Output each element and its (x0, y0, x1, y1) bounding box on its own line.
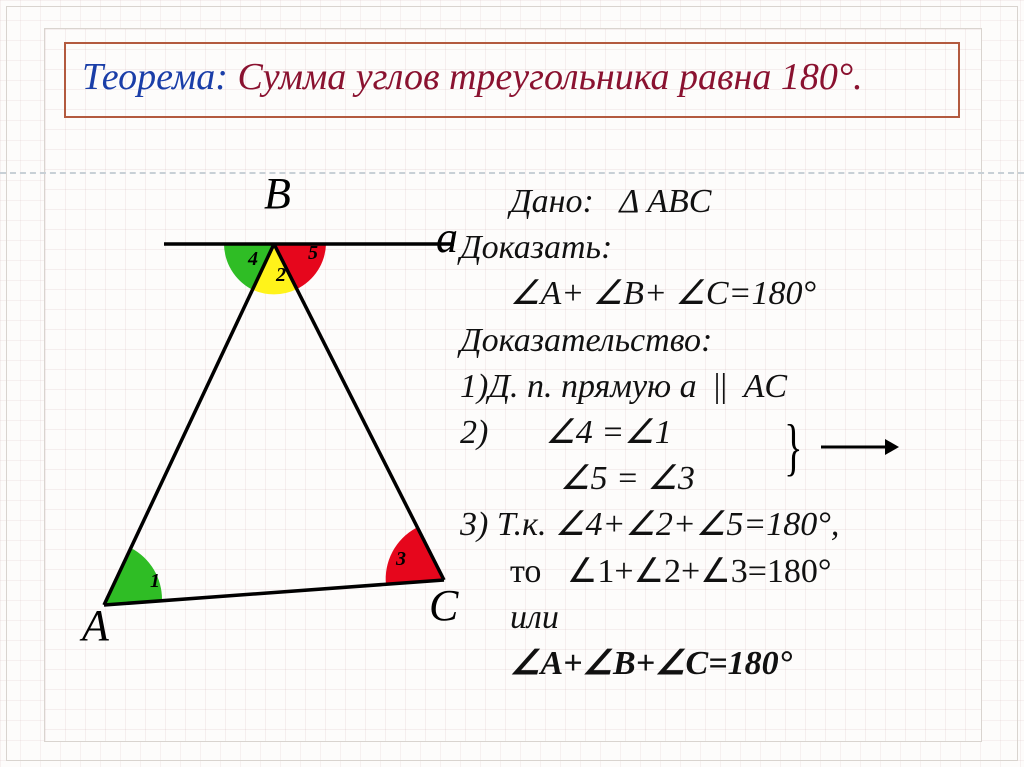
theorem-body: Сумма углов треугольника равна 180°. (237, 56, 862, 98)
triangle-diagram: B a A C 1 2 3 4 5 (64, 170, 494, 630)
step3-expr2: ∠1+∠2+∠3=180° (567, 553, 832, 590)
angle-label-3: 3 (396, 548, 406, 571)
angle-label-4: 4 (248, 248, 258, 271)
proof-step-1: 1)Д. п. прямую a || AC (460, 365, 1000, 409)
side-BC (274, 244, 444, 580)
given-value: Δ ABC (619, 183, 711, 220)
theorem-label: Теорема: (82, 56, 228, 98)
given-line: Дано: Δ ABC (460, 180, 1000, 224)
angle-label-5: 5 (308, 242, 318, 265)
brace-arrow-group: } (778, 428, 899, 466)
diagram-svg (64, 170, 494, 640)
side-AB (104, 244, 274, 605)
proof-step-2b: ∠5 = ∠3 (460, 457, 1000, 501)
prove-label-line: Доказать: (460, 226, 1000, 270)
proof-step-3b: то ∠1+∠2+∠3=180° (460, 550, 1000, 594)
angle-label-1: 1 (150, 570, 160, 593)
step2-label: 2) (460, 414, 488, 451)
line-a-label: a (436, 212, 458, 263)
proof-or: или (460, 596, 1000, 640)
angle-label-2: 2 (276, 264, 286, 287)
proof-label-line: Доказательство: (460, 319, 1000, 363)
proof-step-2: 2) ∠4 =∠1 (460, 411, 1000, 455)
step2-line1: ∠4 =∠1 (545, 414, 671, 451)
vertex-label-C: C (429, 580, 458, 631)
proof-step-3: 3) Т.к. ∠4+∠2+∠5=180°, (460, 503, 1000, 547)
theorem-box: Теорема: Сумма углов треугольника равна … (64, 42, 960, 118)
arrow-icon (819, 435, 899, 459)
step3-expr1: ∠4+∠2+∠5=180°, (555, 506, 839, 543)
parallel-symbol: || (714, 368, 728, 405)
step3-to: то (510, 553, 541, 590)
prove-label: Доказать: (460, 229, 612, 266)
theorem-text: Теорема: Сумма углов треугольника равна … (82, 54, 942, 102)
curly-brace-icon: } (784, 428, 802, 466)
vertex-label-A: A (82, 600, 109, 651)
step1-prefix: 1)Д. п. прямую a (460, 368, 697, 405)
angle-3-fill (386, 528, 444, 585)
proof-column: Дано: Δ ABC Доказать: ∠A+ ∠B+ ∠C=180° До… (460, 178, 1000, 688)
given-label: Дано: (510, 183, 594, 220)
vertex-label-B: B (264, 168, 291, 219)
step1-suffix: AC (744, 368, 787, 405)
step3-prefix: 3) Т.к. (460, 506, 555, 543)
proof-final: ∠A+∠B+∠C=180° (460, 642, 1000, 686)
prove-statement: ∠A+ ∠B+ ∠C=180° (460, 272, 1000, 316)
